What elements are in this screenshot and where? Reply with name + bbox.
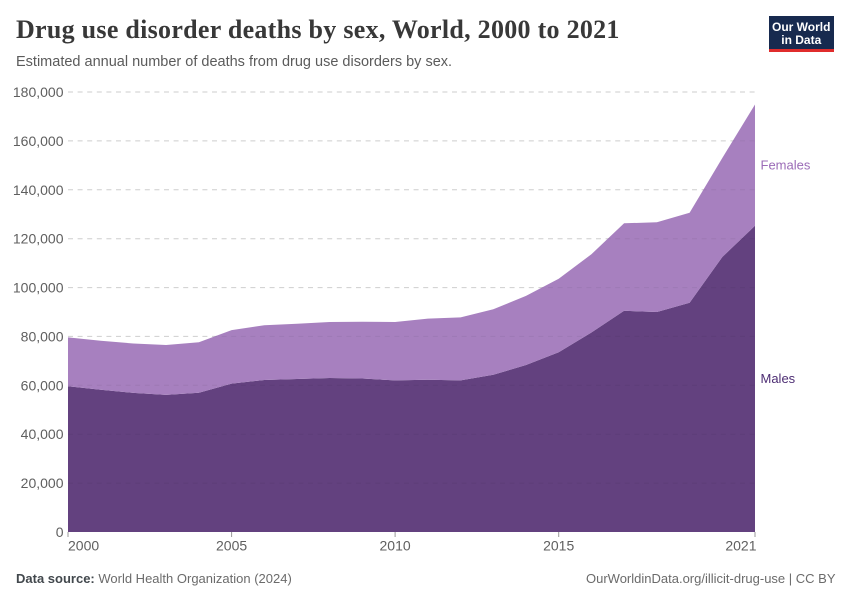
svg-text:100,000: 100,000 — [13, 280, 64, 296]
svg-text:120,000: 120,000 — [13, 231, 64, 247]
svg-text:180,000: 180,000 — [13, 84, 64, 100]
svg-text:60,000: 60,000 — [21, 377, 64, 393]
svg-text:20,000: 20,000 — [21, 475, 64, 491]
svg-text:0: 0 — [56, 524, 64, 540]
svg-text:2005: 2005 — [216, 538, 247, 554]
svg-text:Males: Males — [761, 371, 796, 386]
svg-text:160,000: 160,000 — [13, 133, 64, 149]
svg-text:2000: 2000 — [68, 538, 99, 554]
svg-text:2021: 2021 — [725, 538, 756, 554]
svg-text:Females: Females — [761, 158, 811, 173]
svg-text:2010: 2010 — [380, 538, 411, 554]
svg-text:2015: 2015 — [543, 538, 574, 554]
svg-text:80,000: 80,000 — [21, 328, 64, 344]
svg-text:40,000: 40,000 — [21, 426, 64, 442]
svg-text:140,000: 140,000 — [13, 182, 64, 198]
